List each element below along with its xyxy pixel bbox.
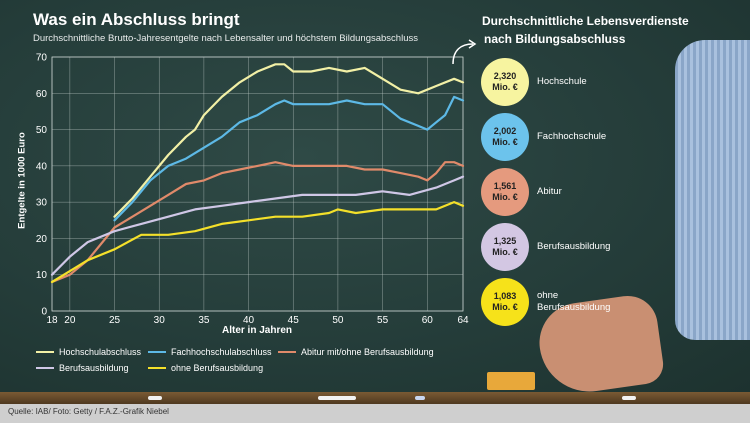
tick-layer: 18 20 25 30 35 40 45 50 55 60 64 0 10 20 30 40 50 60 70 — [36, 53, 469, 327]
y-tick-label: 70 — [36, 53, 48, 64]
earnings-label-line1: Hochschule — [537, 76, 587, 87]
earnings-label: Hochschule — [537, 76, 587, 88]
y-tick-label: 30 — [36, 198, 48, 209]
lifetime-earnings-title-line1: Durchschnittliche Lebensverdienste — [482, 14, 689, 28]
legend-swatch — [148, 351, 166, 353]
lifetime-earnings-title: Durchschnittliche Lebensverdienste nach … — [482, 12, 689, 48]
eraser-image — [487, 372, 535, 390]
earnings-value: 1,561 — [493, 181, 517, 191]
series-layer — [50, 63, 465, 284]
chalk-piece — [622, 396, 636, 400]
earnings-unit: Mio. € — [492, 192, 518, 202]
earnings-unit: Mio. € — [492, 82, 518, 92]
x-tick-label: 60 — [422, 315, 434, 326]
earnings-label: ohne Berufsausbildung — [537, 290, 610, 314]
earnings-label-line2: Berufsausbildung — [537, 302, 611, 313]
x-tick-label: 64 — [457, 315, 469, 326]
x-tick-label: 50 — [332, 315, 344, 326]
legend-label: Fachhochschulabschluss — [171, 347, 272, 357]
legend-item: ohne Berufsausbildung — [148, 363, 263, 373]
legend-label: Berufsausbildung — [59, 363, 129, 373]
grid-layer — [51, 56, 464, 312]
y-tick-label: 40 — [36, 161, 48, 172]
legend-swatch — [36, 351, 54, 353]
chalk-piece — [415, 396, 425, 400]
y-tick-label: 60 — [36, 89, 48, 100]
legend-swatch — [148, 367, 166, 369]
earnings-circle: 2,002 Mio. € — [481, 113, 529, 161]
legend-item: Abitur mit/ohne Berufsausbildung — [278, 347, 434, 357]
earnings-label: Berufsausbildung — [537, 241, 610, 253]
chart-subtitle: Durchschnittliche Brutto-Jahresentgelte … — [33, 33, 418, 44]
chalk-piece — [318, 396, 356, 400]
legend-item: Hochschulabschluss — [36, 347, 141, 357]
plot-frame — [51, 56, 464, 312]
y-tick-label: 50 — [36, 125, 48, 136]
x-tick-label: 35 — [198, 315, 210, 326]
x-tick-label: 25 — [109, 315, 121, 326]
earnings-circle: 1,083 Mio. € — [481, 278, 529, 326]
legend-swatch — [278, 351, 296, 353]
source-note: Quelle: IAB/ Foto: Getty / F.A.Z.-Grafik… — [8, 407, 169, 416]
earnings-circle: 2,320 Mio. € — [481, 58, 529, 106]
earnings-value: 1,325 — [493, 236, 517, 246]
earnings-label-line1: Berufsausbildung — [537, 241, 611, 252]
chalk-piece — [148, 396, 162, 400]
series-line — [50, 201, 465, 284]
earnings-circle: 1,325 Mio. € — [481, 223, 529, 271]
earnings-unit: Mio. € — [492, 247, 518, 257]
x-tick-label: 45 — [288, 315, 300, 326]
earnings-label-line1: Fachhochschule — [537, 131, 607, 142]
x-tick-label: 20 — [64, 315, 76, 326]
series-line — [113, 63, 465, 218]
lifetime-earnings-title-line2: nach Bildungsabschluss — [484, 32, 626, 46]
y-tick-label: 10 — [36, 270, 48, 281]
x-axis-label: Alter in Jahren — [222, 325, 292, 336]
x-tick-label: 30 — [154, 315, 166, 326]
earnings-label: Fachhochschule — [537, 131, 606, 143]
earnings-label-line1: ohne — [537, 290, 559, 301]
chalk-ledge — [0, 392, 750, 404]
earnings-value: 2,002 — [493, 126, 517, 136]
series-line — [50, 175, 465, 276]
x-tick-label: 55 — [377, 315, 389, 326]
earnings-label: Abitur — [537, 186, 562, 198]
earnings-unit: Mio. € — [492, 137, 518, 147]
legend-swatch — [36, 367, 54, 369]
earnings-label-line1: Abitur — [537, 186, 562, 197]
y-tick-label: 20 — [36, 234, 48, 245]
footer-bar — [0, 404, 750, 423]
legend-item: Berufsausbildung — [36, 363, 129, 373]
earnings-unit: Mio. € — [492, 302, 518, 312]
teacher-arm-image — [675, 40, 750, 340]
earnings-value: 1,083 — [493, 291, 517, 301]
series-line — [113, 95, 465, 222]
chart-title: Was ein Abschluss bringt — [33, 10, 240, 29]
x-tick-label: 18 — [46, 315, 58, 326]
series-line — [50, 161, 465, 284]
earnings-circle: 1,561 Mio. € — [481, 168, 529, 216]
x-tick-label: 40 — [243, 315, 255, 326]
legend-label: Hochschulabschluss — [59, 347, 142, 357]
earnings-value: 2,320 — [493, 71, 517, 81]
y-tick-label: 0 — [41, 307, 47, 318]
legend-label: ohne Berufsausbildung — [171, 363, 264, 373]
legend-label: Abitur mit/ohne Berufsausbildung — [301, 347, 434, 357]
curved-arrow-icon — [452, 39, 477, 65]
legend-item: Fachhochschulabschluss — [148, 347, 272, 357]
